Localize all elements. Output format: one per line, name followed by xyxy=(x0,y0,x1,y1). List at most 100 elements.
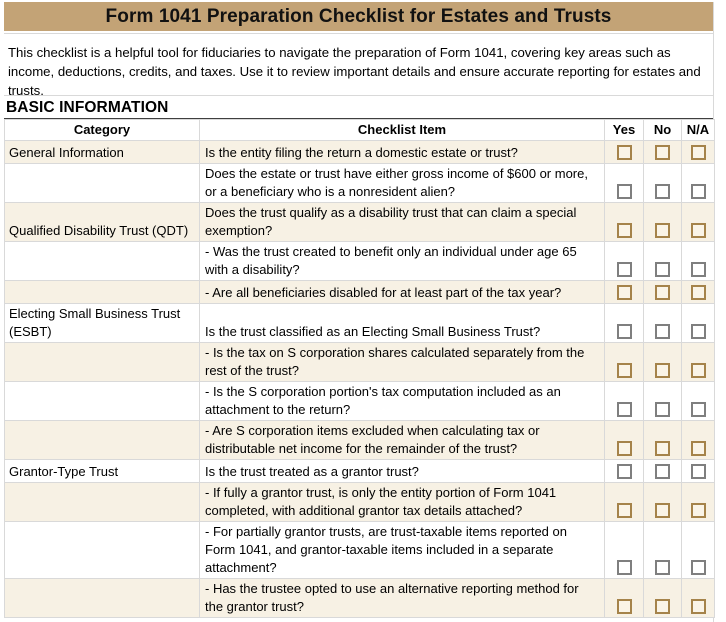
checkbox-no[interactable] xyxy=(655,441,670,457)
checkbox-no[interactable] xyxy=(655,560,670,576)
yes-cell xyxy=(604,303,644,343)
checkbox-no[interactable] xyxy=(655,464,670,480)
na-cell xyxy=(681,482,715,522)
checkbox-no[interactable] xyxy=(655,503,670,519)
no-cell xyxy=(643,459,682,483)
yes-cell xyxy=(604,459,644,483)
description-text: This checklist is a helpful tool for fid… xyxy=(4,33,713,96)
checkbox-no[interactable] xyxy=(655,599,670,615)
checkbox-yes[interactable] xyxy=(616,402,632,418)
checkbox-na[interactable] xyxy=(690,560,706,576)
no-cell xyxy=(643,241,682,281)
na-cell xyxy=(681,381,715,421)
checkbox-no[interactable] xyxy=(655,285,670,301)
na-cell xyxy=(681,578,715,618)
checklist-body: General Information Is the entity filing … xyxy=(4,140,715,618)
table-row: Does the estate or trust have either gro… xyxy=(4,163,715,203)
column-header-category: Category xyxy=(4,119,200,141)
checkbox-yes[interactable] xyxy=(616,599,632,615)
next-row-sliver xyxy=(4,618,713,622)
checkbox-na[interactable] xyxy=(690,441,706,457)
category-cell xyxy=(4,342,200,382)
checkbox-yes[interactable] xyxy=(616,223,632,239)
yes-cell xyxy=(604,482,644,522)
no-cell xyxy=(643,140,682,164)
na-cell xyxy=(681,280,715,304)
checkbox-no[interactable] xyxy=(655,324,670,340)
table-row: - Has the trustee opted to use an altern… xyxy=(4,578,715,618)
checkbox-na[interactable] xyxy=(690,285,706,301)
checkbox-yes[interactable] xyxy=(616,324,632,340)
checkbox-yes[interactable] xyxy=(616,363,632,379)
checkbox-na[interactable] xyxy=(690,223,706,239)
table-row: - Is the tax on S corporation shares cal… xyxy=(4,342,715,382)
checkbox-na[interactable] xyxy=(690,464,706,480)
sheet-content: Form 1041 Preparation Checklist for Esta… xyxy=(4,2,715,622)
checklist-item-cell: - For partially grantor trusts, are trus… xyxy=(199,521,605,579)
checkbox-na[interactable] xyxy=(690,262,706,278)
yes-cell xyxy=(604,420,644,460)
checkbox-yes[interactable] xyxy=(616,560,632,576)
checkbox-no[interactable] xyxy=(655,363,670,379)
checkbox-na[interactable] xyxy=(690,402,706,418)
checkbox-no[interactable] xyxy=(655,262,670,278)
category-cell: General Information xyxy=(4,140,200,164)
na-cell xyxy=(681,163,715,203)
checkbox-no[interactable] xyxy=(655,402,670,418)
checkbox-yes[interactable] xyxy=(616,184,632,200)
no-cell xyxy=(643,578,682,618)
checklist-table: Category Checklist Item Yes No N/A Gener… xyxy=(4,119,715,618)
checkbox-na[interactable] xyxy=(690,503,706,519)
checklist-item-cell: Is the trust classified as an Electing S… xyxy=(199,303,605,343)
checkbox-yes[interactable] xyxy=(616,441,632,457)
category-cell xyxy=(4,280,200,304)
no-cell xyxy=(643,163,682,203)
checklist-item-cell: - Has the trustee opted to use an altern… xyxy=(199,578,605,618)
checklist-item-cell: - Is the S corporation portion's tax com… xyxy=(199,381,605,421)
section-header-basic-information: BASIC INFORMATION xyxy=(4,96,713,119)
checkbox-na[interactable] xyxy=(690,145,706,161)
table-header-row: Category Checklist Item Yes No N/A xyxy=(4,119,715,141)
checkbox-yes[interactable] xyxy=(616,464,632,480)
checkbox-yes[interactable] xyxy=(616,285,632,301)
column-header-yes: Yes xyxy=(604,119,644,141)
checkbox-na[interactable] xyxy=(690,324,706,340)
yes-cell xyxy=(604,578,644,618)
checkbox-na[interactable] xyxy=(690,184,706,200)
column-header-no: No xyxy=(643,119,682,141)
table-row: - For partially grantor trusts, are trus… xyxy=(4,521,715,579)
checklist-item-cell: Is the entity filing the return a domest… xyxy=(199,140,605,164)
checkbox-na[interactable] xyxy=(690,599,706,615)
category-cell: Electing Small Business Trust (ESBT) xyxy=(4,303,200,343)
table-row: - Are all beneficiaries disabled for at … xyxy=(4,280,715,304)
category-cell xyxy=(4,521,200,579)
no-cell xyxy=(643,521,682,579)
no-cell xyxy=(643,482,682,522)
checkbox-no[interactable] xyxy=(655,223,670,239)
yes-cell xyxy=(604,163,644,203)
checklist-item-cell: - If fully a grantor trust, is only the … xyxy=(199,482,605,522)
category-cell xyxy=(4,241,200,281)
checkbox-no[interactable] xyxy=(655,145,670,161)
yes-cell xyxy=(604,202,644,242)
checkbox-na[interactable] xyxy=(690,363,706,379)
no-cell xyxy=(643,280,682,304)
na-cell xyxy=(681,521,715,579)
checklist-item-cell: - Are all beneficiaries disabled for at … xyxy=(199,280,605,304)
table-row: - Is the S corporation portion's tax com… xyxy=(4,381,715,421)
checkbox-yes[interactable] xyxy=(616,145,632,161)
no-cell xyxy=(643,202,682,242)
checkbox-yes[interactable] xyxy=(616,503,632,519)
category-cell: Qualified Disability Trust (QDT) xyxy=(4,202,200,242)
checkbox-yes[interactable] xyxy=(616,262,632,278)
category-cell: Grantor-Type Trust xyxy=(4,459,200,483)
yes-cell xyxy=(604,280,644,304)
table-row: - If fully a grantor trust, is only the … xyxy=(4,482,715,522)
no-cell xyxy=(643,420,682,460)
category-cell xyxy=(4,381,200,421)
table-row: General Information Is the entity filing … xyxy=(4,140,715,164)
checkbox-no[interactable] xyxy=(655,184,670,200)
category-cell xyxy=(4,420,200,460)
checklist-item-cell: Does the estate or trust have either gro… xyxy=(199,163,605,203)
